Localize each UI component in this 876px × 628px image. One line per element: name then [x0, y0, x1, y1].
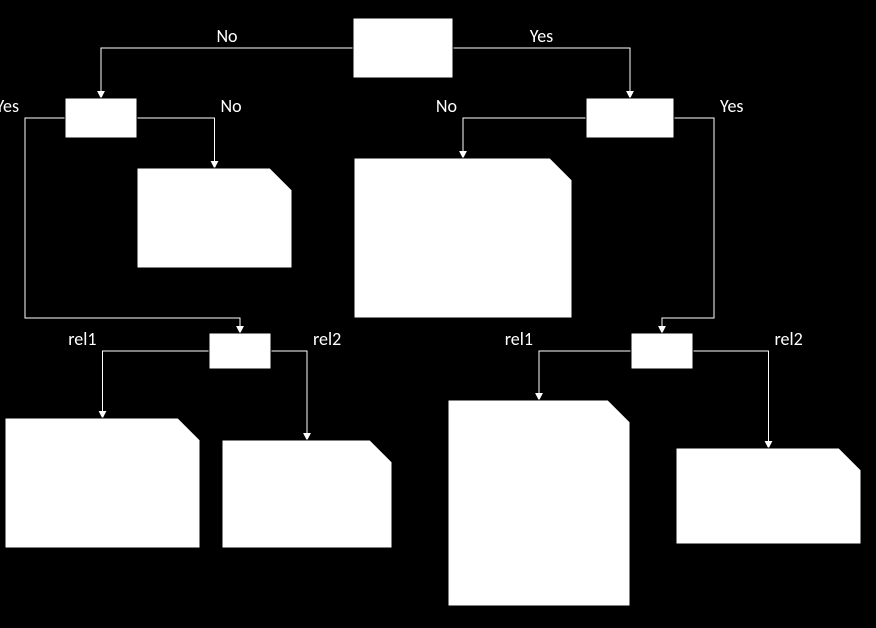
- node-noteL: [137, 168, 292, 268]
- edge: [453, 48, 630, 98]
- edge: [271, 351, 307, 440]
- node-noteBL1: [5, 418, 200, 548]
- node-left2: [209, 333, 271, 369]
- node-noteBR2: [676, 448, 861, 544]
- edge-label: Yes: [720, 95, 743, 117]
- edge-label: Yes: [530, 25, 553, 47]
- node-left1: [65, 98, 137, 138]
- edge-label: rel2: [313, 328, 341, 350]
- edge-label: No: [436, 95, 457, 117]
- edge: [137, 118, 215, 168]
- edge-label: rel2: [775, 328, 803, 350]
- edge-label: Yes: [0, 95, 19, 117]
- edge: [103, 351, 210, 418]
- edge: [463, 118, 586, 158]
- edge: [101, 48, 353, 98]
- node-right2: [631, 333, 693, 369]
- node-noteBR1: [448, 400, 630, 606]
- node-noteC: [354, 158, 572, 318]
- edge-label: No: [216, 25, 237, 47]
- node-noteBL2: [222, 440, 392, 548]
- edge-label: rel1: [68, 328, 96, 350]
- edge: [693, 351, 769, 448]
- flowchart-svg: No Yes Yes No No Yes rel1 rel2 rel1 rel2: [0, 0, 876, 628]
- edge: [539, 351, 631, 400]
- edge-label: rel1: [505, 328, 533, 350]
- edge: [662, 118, 714, 333]
- node-right1: [586, 98, 674, 138]
- edge-label: No: [221, 95, 242, 117]
- node-root: [353, 18, 453, 78]
